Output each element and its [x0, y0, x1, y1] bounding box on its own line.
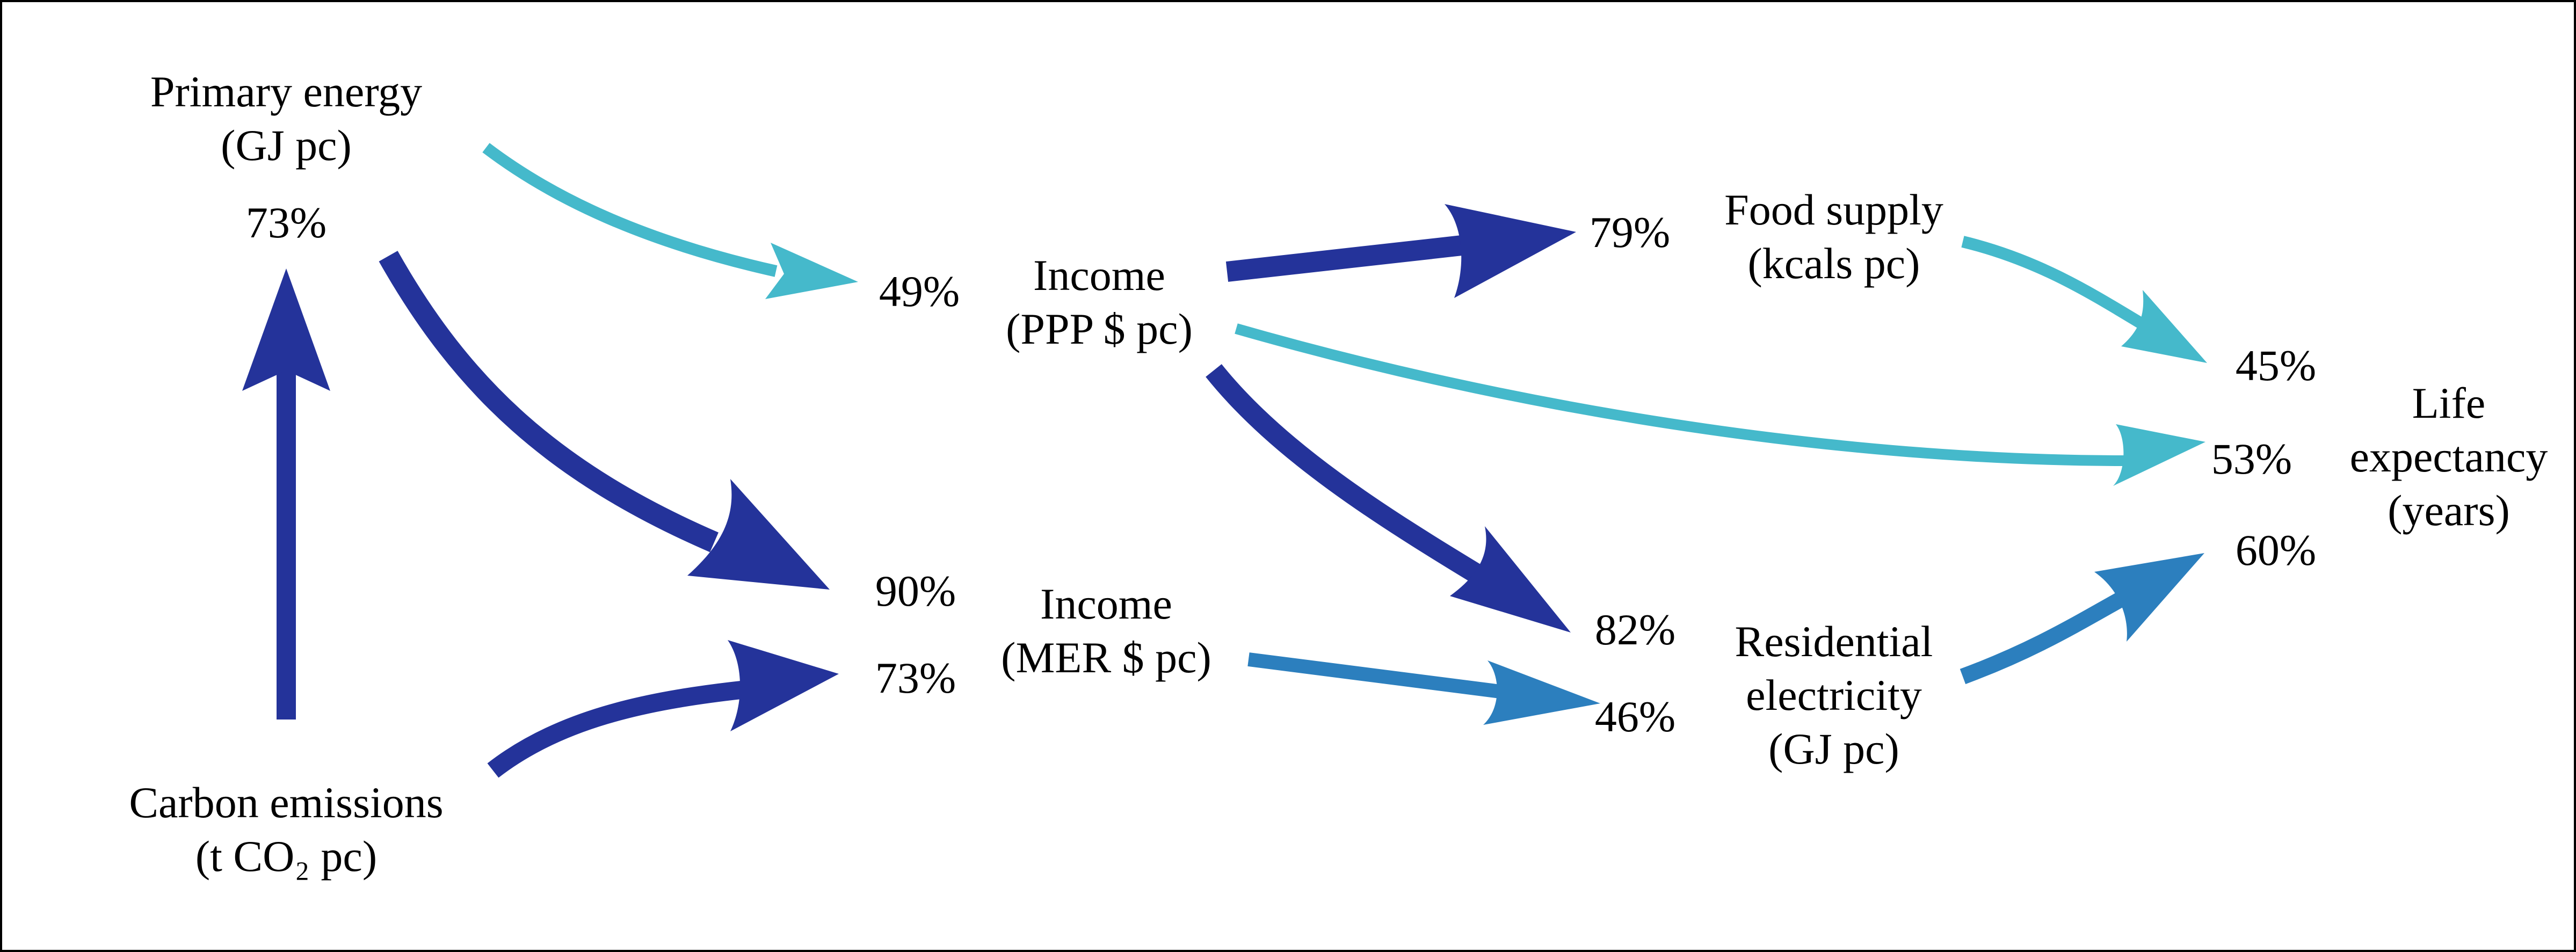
- node-residential-electricity: 82% 46% Residential electricity (GJ pc): [1595, 605, 1933, 773]
- edge-carbon-to-income-mer: [487, 640, 839, 778]
- node-life-expectancy: 45% 53% 60% Life expectancy (years): [2211, 341, 2548, 575]
- node-income-ppp-line2: (PPP $ pc): [1006, 304, 1193, 353]
- node-carbon-emissions-line1: Carbon emissions: [129, 778, 443, 827]
- node-life-expectancy-line3: (years): [2388, 486, 2510, 535]
- node-income-ppp: 49% Income (PPP $ pc): [879, 251, 1193, 353]
- node-food-supply-line1: Food supply: [1724, 185, 1943, 234]
- node-income-ppp-line1: Income: [1033, 251, 1165, 300]
- node-carbon-emissions-line2: (t CO₂ pc): [195, 832, 377, 881]
- node-residential-electricity-line2: electricity: [1746, 671, 1922, 720]
- node-primary-energy-line1: Primary energy: [150, 67, 422, 116]
- node-residential-electricity-percent-top: 82%: [1595, 605, 1675, 654]
- node-income-mer-percent-bottom: 73%: [875, 653, 956, 702]
- node-life-expectancy-line2: expectancy: [2350, 432, 2548, 481]
- node-income-mer-line2: (MER $ pc): [1001, 633, 1211, 682]
- node-income-ppp-percent: 49%: [879, 267, 960, 316]
- node-food-supply-line2: (kcals pc): [1748, 239, 1920, 288]
- node-life-expectancy-percent-mid: 53%: [2211, 434, 2292, 483]
- node-primary-energy-line2: (GJ pc): [221, 121, 352, 170]
- node-carbon-emissions: Carbon emissions (t CO₂ pc): [129, 778, 443, 881]
- node-food-supply: 79% Food supply (kcals pc): [1590, 185, 1943, 288]
- node-income-mer: 90% 73% Income (MER $ pc): [875, 566, 1211, 702]
- node-residential-electricity-percent-bottom: 46%: [1595, 692, 1675, 741]
- node-income-mer-line1: Income: [1040, 579, 1172, 628]
- node-life-expectancy-percent-bottom: 60%: [2236, 526, 2316, 575]
- node-income-mer-percent-top: 90%: [875, 566, 956, 615]
- node-food-supply-percent: 79%: [1590, 208, 1670, 257]
- node-life-expectancy-line1: Life: [2412, 379, 2486, 427]
- edge-income-mer-to-residential-electricity: [1247, 652, 1600, 725]
- node-residential-electricity-line1: Residential: [1735, 617, 1933, 666]
- edge-food-supply-to-life-expectancy: [1961, 236, 2207, 363]
- edge-primary-energy-to-income-mer: [379, 251, 830, 590]
- edge-primary-energy-to-income-ppp: [482, 143, 858, 299]
- node-primary-energy: Primary energy (GJ pc) 73%: [150, 67, 422, 247]
- edge-residential-electricity-to-life-expectancy: [1960, 553, 2204, 685]
- edge-income-ppp-to-residential-electricity: [1206, 364, 1571, 633]
- edge-income-ppp-to-life-expectancy: [1235, 323, 2205, 486]
- node-primary-energy-percent: 73%: [246, 198, 326, 247]
- edge-carbon-to-primary-energy: [242, 268, 330, 720]
- node-life-expectancy-percent-top: 45%: [2236, 341, 2316, 390]
- edge-income-ppp-to-food-supply: [1225, 204, 1576, 298]
- node-residential-electricity-line3: (GJ pc): [1768, 724, 1899, 773]
